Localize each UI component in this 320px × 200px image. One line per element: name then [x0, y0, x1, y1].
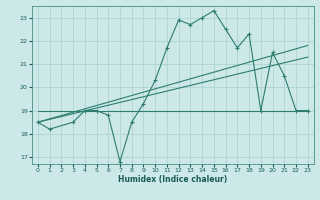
X-axis label: Humidex (Indice chaleur): Humidex (Indice chaleur)	[118, 175, 228, 184]
